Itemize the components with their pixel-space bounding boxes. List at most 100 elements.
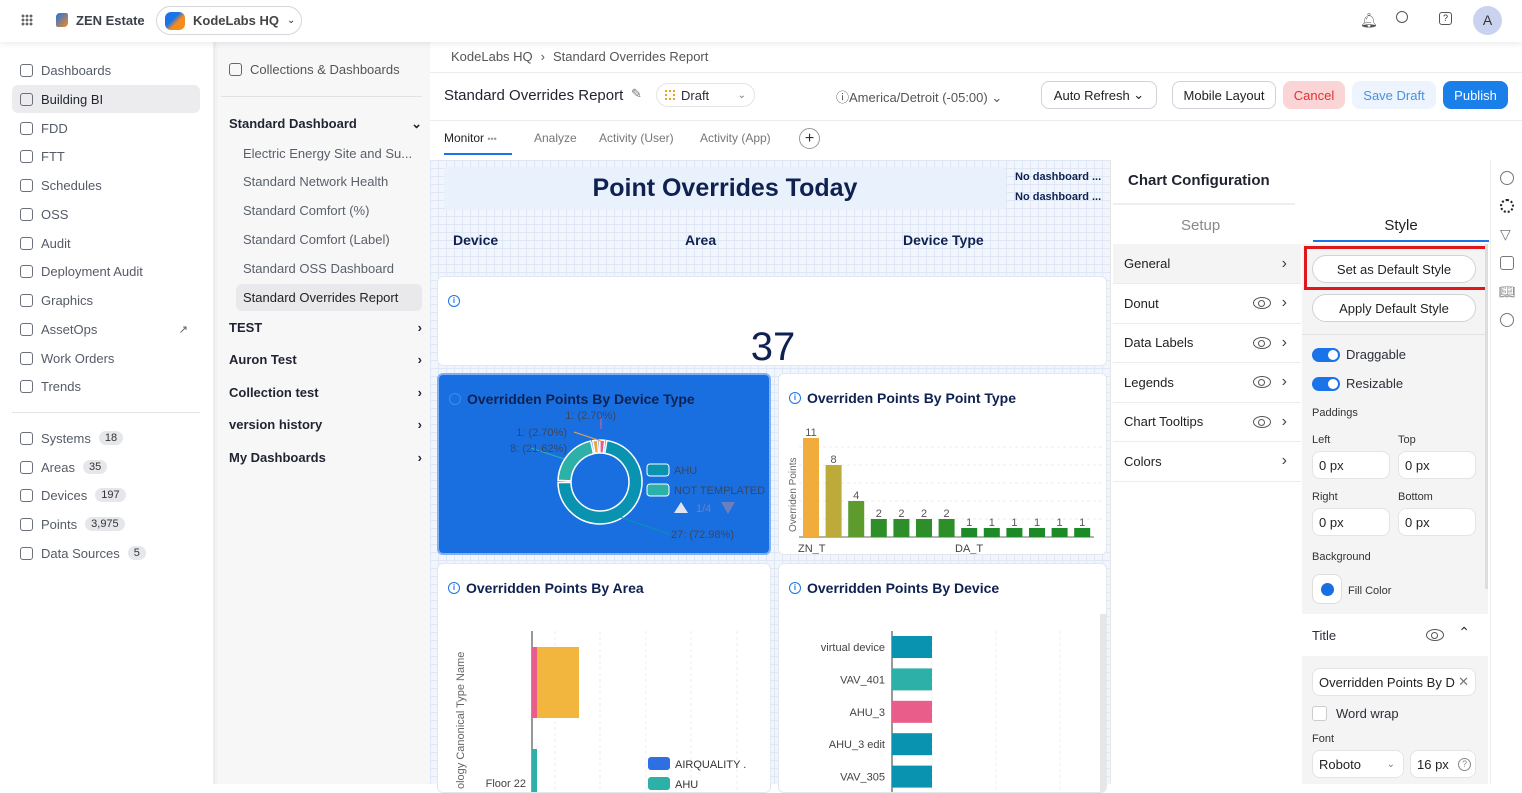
set-default-style-button[interactable]: Set as Default Style [1312, 255, 1476, 283]
legend-label[interactable]: NOT TEMPLATED [674, 485, 765, 497]
pie-chart-icon[interactable] [1500, 171, 1514, 185]
help-icon[interactable]: ? [1458, 757, 1471, 771]
dashboard-item[interactable]: Standard Comfort (%) [243, 203, 370, 218]
collection-item[interactable]: Collection test › [229, 385, 422, 400]
scrollbar[interactable] [1100, 614, 1106, 792]
save-draft-button[interactable]: Save Draft [1352, 81, 1436, 109]
external-link-icon[interactable]: ↗ [178, 323, 188, 336]
sidebar-item[interactable]: FDD [12, 114, 200, 142]
chevron-up-icon[interactable]: ⌃ [1458, 624, 1470, 640]
bar[interactable] [1051, 528, 1068, 537]
publish-button[interactable]: Publish [1443, 81, 1508, 109]
donut-slice[interactable] [599, 439, 606, 455]
info-icon[interactable]: i [789, 582, 801, 594]
sidebar-item[interactable]: Dashboards [12, 56, 200, 84]
word-wrap-checkbox[interactable] [1312, 706, 1327, 721]
scrollbar[interactable] [1485, 244, 1488, 589]
bar[interactable] [892, 733, 932, 756]
document-icon[interactable] [1500, 256, 1514, 270]
donut-chart-card[interactable]: Overridden Points By Device Type 27: (72… [437, 373, 771, 555]
filter-device-type[interactable]: Device Type [903, 232, 984, 248]
mobile-layout-button[interactable]: Mobile Layout [1172, 81, 1276, 109]
donut-slice[interactable] [591, 439, 600, 455]
breadcrumb-item[interactable]: KodeLabs HQ [451, 49, 533, 64]
cancel-button[interactable]: Cancel [1283, 81, 1345, 109]
legend-label[interactable]: AIRQUALITY . [675, 759, 746, 771]
eye-icon[interactable] [1253, 297, 1271, 309]
sidebar-item[interactable]: AssetOps ↗ [12, 315, 200, 343]
title-input[interactable]: Overridden Points By D ✕ [1312, 668, 1476, 696]
collection-item[interactable]: TEST › [229, 320, 422, 335]
palette-icon[interactable] [1500, 313, 1514, 327]
legend-prev-icon[interactable] [674, 502, 688, 513]
tab-monitor[interactable]: Monitor ••• [444, 131, 512, 155]
legend-next-icon[interactable] [721, 502, 735, 514]
config-section-general[interactable]: General › [1113, 244, 1301, 284]
config-section-colors[interactable]: Colors › [1113, 442, 1301, 482]
sidebar-item[interactable]: Graphics [12, 286, 200, 314]
bar[interactable] [848, 501, 865, 537]
sidebar-item[interactable]: Points 3,975 [12, 510, 200, 538]
collection-item[interactable]: Auron Test › [229, 352, 422, 367]
config-section-legends[interactable]: Legends › [1113, 363, 1301, 403]
bar-segment[interactable] [532, 749, 537, 793]
info-icon[interactable]: i [448, 295, 460, 307]
more-icon[interactable]: ••• [487, 134, 497, 144]
font-size-input[interactable]: 16 px? [1410, 750, 1476, 778]
filter-icon[interactable]: ▽ [1500, 226, 1511, 242]
clear-icon[interactable]: ✕ [1458, 674, 1469, 689]
tab-style[interactable]: Style [1313, 208, 1489, 242]
sidebar-item[interactable]: Audit [12, 229, 200, 257]
bar[interactable] [870, 519, 887, 537]
sidebar-item[interactable]: Trends [12, 372, 200, 400]
donut-slice[interactable] [557, 439, 643, 525]
padding-right-input[interactable]: 0 px [1312, 508, 1390, 536]
dashboard-item[interactable]: Standard Network Health [243, 174, 389, 189]
info-icon[interactable]: i [789, 392, 801, 404]
fill-color-swatch[interactable] [1312, 574, 1342, 604]
avatar[interactable]: A [1473, 6, 1502, 35]
sidebar-item[interactable]: Building BI [12, 85, 200, 113]
padding-top-input[interactable]: 0 px [1398, 451, 1476, 479]
padding-bottom-input[interactable]: 0 px [1398, 508, 1476, 536]
sidebar-item[interactable]: OSS [12, 200, 200, 228]
apps-grid-icon[interactable] [21, 14, 33, 26]
dashboard-item[interactable]: Standard Comfort (Label) [243, 232, 390, 247]
filter-device[interactable]: Device [453, 232, 499, 248]
legend-label[interactable]: AHU [674, 465, 697, 477]
dashboard-item[interactable]: Standard Overrides Report [236, 284, 422, 311]
dashboard-item[interactable]: Standard OSS Dashboard [243, 261, 395, 276]
bar[interactable] [893, 519, 910, 537]
padding-left-input[interactable]: 0 px [1312, 451, 1390, 479]
bar-segment[interactable] [537, 647, 579, 718]
bar[interactable] [803, 438, 819, 537]
bar[interactable] [892, 668, 932, 691]
bar[interactable] [892, 636, 932, 658]
collection-item[interactable]: My Dashboards › [229, 450, 422, 465]
filter-area[interactable]: Area [685, 232, 717, 248]
donut-slice[interactable] [557, 440, 595, 482]
book-icon[interactable]: 📖︎ [1499, 284, 1516, 299]
sidebar-item[interactable]: Systems 18 [12, 424, 200, 452]
eye-icon[interactable] [1253, 376, 1271, 388]
bar[interactable] [938, 519, 955, 537]
bar[interactable] [825, 465, 842, 537]
area-chart-card[interactable]: i Overridden Points By Area Floor 22 olog… [437, 563, 771, 793]
sidebar-item[interactable]: Devices 197 [12, 481, 200, 509]
bar[interactable] [1029, 528, 1045, 537]
config-section-donut[interactable]: Donut › [1113, 284, 1301, 324]
auto-refresh-button[interactable]: Auto Refresh ⌄ [1041, 81, 1157, 109]
sidebar-item[interactable]: FTT [12, 142, 200, 170]
tab-activity-user[interactable]: Activity (User) [599, 131, 674, 145]
device-chart-card[interactable]: i Overridden Points By Device virtual de… [778, 563, 1107, 793]
bar[interactable] [1006, 528, 1023, 537]
edit-pencil-icon[interactable]: ✎ [631, 86, 642, 101]
draggable-toggle[interactable] [1312, 348, 1340, 362]
bar[interactable] [892, 765, 932, 788]
tab-analyze[interactable]: Analyze [534, 131, 577, 145]
add-tab-button[interactable]: + [799, 128, 820, 149]
bar[interactable] [961, 528, 978, 537]
config-section-data-labels[interactable]: Data Labels › [1113, 323, 1301, 363]
notifications-icon[interactable]: 🔔︎ [1360, 12, 1378, 28]
collection-item[interactable]: Standard Dashboard ⌄ [229, 116, 422, 132]
